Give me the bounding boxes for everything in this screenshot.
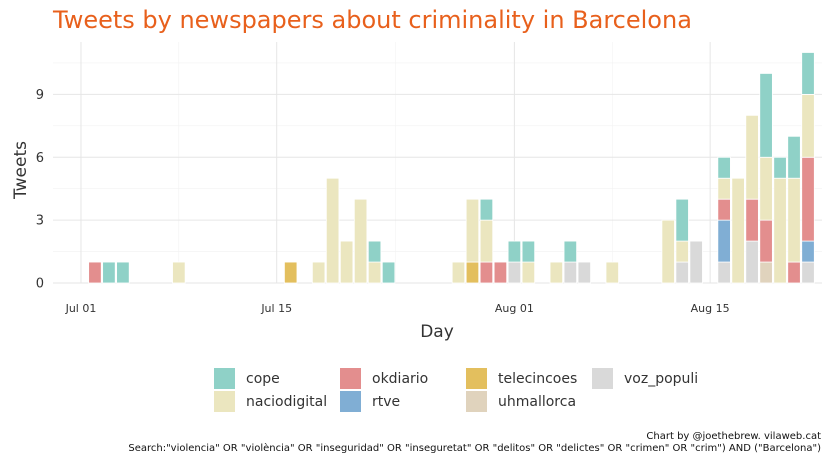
- legend-label-uhmallorca: uhmallorca: [498, 393, 577, 410]
- bar-segment-naciodigital: [325, 177, 340, 284]
- ticks-layer: 0 3 6 9 Jul 01 Jul 15 Aug 01 Aug 15: [36, 88, 730, 315]
- legend-item-uhmallorca: uhmallorca: [466, 390, 592, 413]
- y-tick-label: 9: [36, 88, 44, 103]
- bar-segment-cope: [102, 261, 116, 284]
- bar-segment-cope: [116, 261, 130, 284]
- bar-segment-voz_populi: [563, 261, 578, 284]
- legend-item-naciodigital: naciodigital: [214, 390, 340, 413]
- caption-search-query: Search:"violencia" OR "violència" OR "in…: [128, 443, 821, 454]
- bar-segment-naciodigital: [479, 219, 494, 263]
- bar-segment-cope: [507, 240, 522, 263]
- grid-layer: [53, 42, 822, 284]
- bar-segment-naciodigital: [661, 219, 675, 284]
- bar-segment-naciodigital: [339, 240, 354, 284]
- bars-layer: [88, 52, 815, 284]
- bar-segment-naciodigital: [465, 198, 480, 263]
- x-tick-label: Jul 01: [65, 302, 97, 315]
- bar-segment-okdiario: [787, 261, 801, 284]
- legend-swatch-rtve: [340, 391, 361, 412]
- legend-swatch-telecincoes: [466, 368, 487, 389]
- bar-segment-naciodigital: [801, 93, 815, 158]
- bar-segment-naciodigital: [773, 177, 787, 284]
- bar-segment-cope: [675, 198, 689, 242]
- bar-segment-naciodigital: [717, 177, 731, 200]
- x-axis-label: Day: [420, 322, 454, 342]
- bar-segment-naciodigital: [172, 261, 186, 284]
- bar-segment-okdiario: [801, 156, 815, 242]
- bar-segment-naciodigital: [731, 177, 745, 284]
- x-tick-label: Jul 15: [260, 302, 292, 315]
- bar-segment-voz_populi: [577, 261, 592, 284]
- bar-segment-cope: [563, 240, 578, 263]
- bar-segment-okdiario: [493, 261, 508, 284]
- bar-segment-naciodigital: [353, 198, 368, 284]
- legend-item-okdiario: okdiario: [340, 367, 466, 390]
- x-tick-label: Aug 15: [691, 302, 730, 315]
- legend-swatch-naciodigital: [214, 391, 235, 412]
- legend-label-okdiario: okdiario: [372, 370, 429, 387]
- bar-segment-uhmallorca: [759, 261, 773, 284]
- bar-segment-okdiario: [759, 219, 773, 263]
- bar-segment-cope: [367, 240, 382, 263]
- bar-segment-cope: [717, 156, 731, 179]
- bar-segment-okdiario: [717, 198, 731, 221]
- bar-segment-okdiario: [745, 198, 759, 242]
- bar-segment-naciodigital: [759, 156, 773, 221]
- caption-credit: Chart by @joethebrew. vilaweb.cat: [646, 431, 821, 442]
- y-tick-label: 0: [36, 277, 44, 292]
- bar-segment-okdiario: [479, 261, 494, 284]
- bar-segment-cope: [479, 198, 494, 221]
- bar-segment-voz_populi: [717, 261, 731, 284]
- legend-label-telecincoes: telecincoes: [498, 370, 578, 387]
- legend-swatch-uhmallorca: [466, 391, 487, 412]
- bar-segment-telecincoes: [283, 261, 298, 284]
- legend-label-naciodigital: naciodigital: [246, 393, 328, 410]
- legend-item-telecincoes: telecincoes: [466, 367, 592, 390]
- bar-segment-voz_populi: [689, 240, 703, 284]
- legend-label-voz_populi: voz_populi: [624, 370, 699, 387]
- bar-segment-cope: [787, 135, 801, 179]
- y-axis-label: Tweets: [11, 141, 31, 200]
- legend-item-voz_populi: voz_populi: [592, 367, 718, 390]
- bar-segment-naciodigital: [605, 261, 619, 284]
- legend-item-cope: cope: [214, 367, 340, 390]
- bar-segment-voz_populi: [801, 261, 815, 284]
- legend-swatch-okdiario: [340, 368, 361, 389]
- bar-segment-naciodigital: [367, 261, 382, 284]
- bar-segment-naciodigital: [549, 261, 564, 284]
- bar-segment-telecincoes: [465, 261, 480, 284]
- bar-segment-naciodigital: [745, 114, 759, 200]
- chart-title: Tweets by newspapers about criminality i…: [53, 6, 692, 34]
- x-tick-label: Aug 01: [495, 302, 534, 315]
- bar-segment-cope: [759, 73, 773, 158]
- y-tick-label: 3: [36, 214, 44, 229]
- bar-segment-naciodigital: [521, 261, 536, 284]
- bar-segment-rtve: [801, 240, 815, 263]
- legend-label-cope: cope: [246, 370, 280, 387]
- bar-segment-naciodigital: [787, 177, 801, 263]
- y-tick-label: 6: [36, 151, 44, 166]
- bar-segment-voz_populi: [745, 240, 759, 284]
- bar-segment-okdiario: [88, 261, 102, 284]
- bar-segment-cope: [801, 52, 815, 95]
- bar-segment-voz_populi: [507, 261, 522, 284]
- bar-segment-naciodigital: [675, 240, 689, 263]
- legend-label-rtve: rtve: [372, 393, 401, 410]
- bar-segment-naciodigital: [311, 261, 326, 284]
- bar-segment-cope: [521, 240, 536, 263]
- bar-segment-voz_populi: [675, 261, 689, 284]
- bar-segment-cope: [773, 156, 787, 179]
- legend-item-rtve: rtve: [340, 390, 466, 413]
- legend-swatch-voz_populi: [592, 368, 613, 389]
- bar-segment-rtve: [717, 219, 731, 263]
- bar-segment-cope: [381, 261, 396, 284]
- legend-swatch-cope: [214, 368, 235, 389]
- bar-segment-naciodigital: [451, 261, 466, 284]
